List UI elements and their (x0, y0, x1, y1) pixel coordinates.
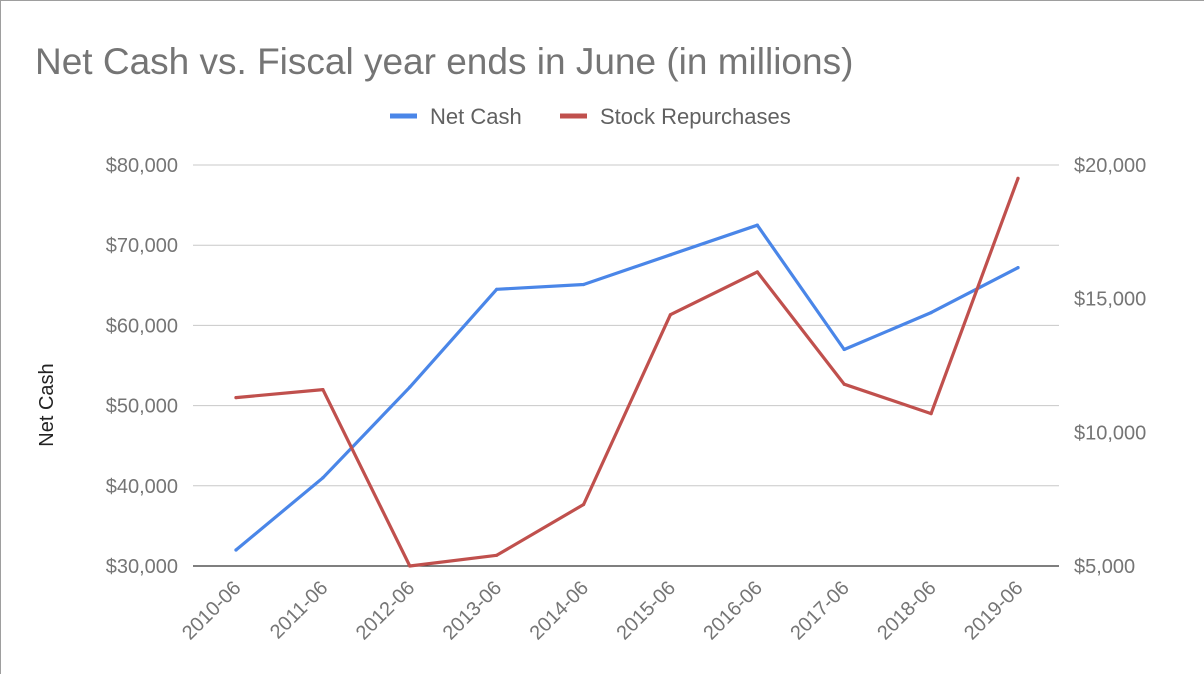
x-tick-label: 2018-06 (873, 577, 940, 644)
data-point (668, 253, 673, 257)
data-point (321, 387, 325, 392)
left-axis-ticks: $30,000 $40,000 $50,000 $60,000 $70,000 $80,0… (106, 155, 178, 578)
right-tick-label: $10,000 (1074, 422, 1146, 444)
x-axis-ticks: 2010-06 2011-06 2012-06 2013-06 2014-06 2015-… (178, 577, 1027, 644)
x-tick-label: 2013-06 (439, 577, 506, 644)
series-lines (234, 176, 1020, 568)
gridlines (193, 164, 1059, 567)
data-point (1016, 266, 1020, 270)
left-tick-label: $60,000 (106, 315, 178, 337)
x-tick-label: 2010-06 (178, 577, 245, 644)
left-tick-label: $40,000 (106, 476, 178, 498)
x-tick-label: 2019-06 (960, 577, 1027, 644)
data-point (321, 476, 325, 480)
right-tick-label: $20,000 (1074, 155, 1146, 177)
x-tick-label: 2015-06 (613, 577, 680, 644)
data-point (581, 282, 586, 287)
data-point (842, 347, 846, 352)
left-tick-label: $70,000 (106, 235, 178, 257)
x-tick-label: 2017-06 (786, 577, 853, 644)
series-line-net-cash (234, 223, 1020, 552)
data-point (495, 287, 499, 291)
data-point (1016, 176, 1020, 180)
data-point (929, 412, 933, 416)
data-point (234, 395, 238, 400)
left-tick-label: $30,000 (106, 556, 178, 578)
data-point (495, 553, 499, 557)
right-tick-label: $5,000 (1074, 556, 1135, 578)
x-tick-label: 2012-06 (352, 577, 419, 644)
data-point (408, 385, 412, 389)
chart-title: Net Cash vs. Fiscal year ends in June (i… (35, 41, 853, 82)
data-point (842, 382, 846, 386)
data-point (581, 502, 586, 507)
data-point (234, 548, 238, 552)
left-axis-title: Net Cash (36, 363, 58, 446)
x-tick-label: 2011-06 (266, 577, 332, 643)
data-point (755, 270, 759, 274)
data-point (668, 313, 673, 317)
legend: Net Cash Stock Repurchases (390, 104, 791, 129)
left-tick-label: $50,000 (106, 396, 178, 418)
data-point (929, 310, 933, 315)
series-line-stock-repurchases (234, 176, 1020, 568)
legend-label: Stock Repurchases (600, 104, 791, 129)
data-point (755, 223, 759, 227)
x-tick-label: 2014-06 (526, 577, 593, 644)
data-point (408, 564, 412, 568)
left-tick-label: $80,000 (106, 155, 178, 177)
right-tick-label: $15,000 (1074, 289, 1146, 311)
x-tick-label: 2016-06 (699, 577, 766, 644)
right-axis-ticks: $5,000 $10,000 $15,000 $20,000 (1074, 155, 1146, 578)
legend-label: Net Cash (430, 104, 522, 129)
